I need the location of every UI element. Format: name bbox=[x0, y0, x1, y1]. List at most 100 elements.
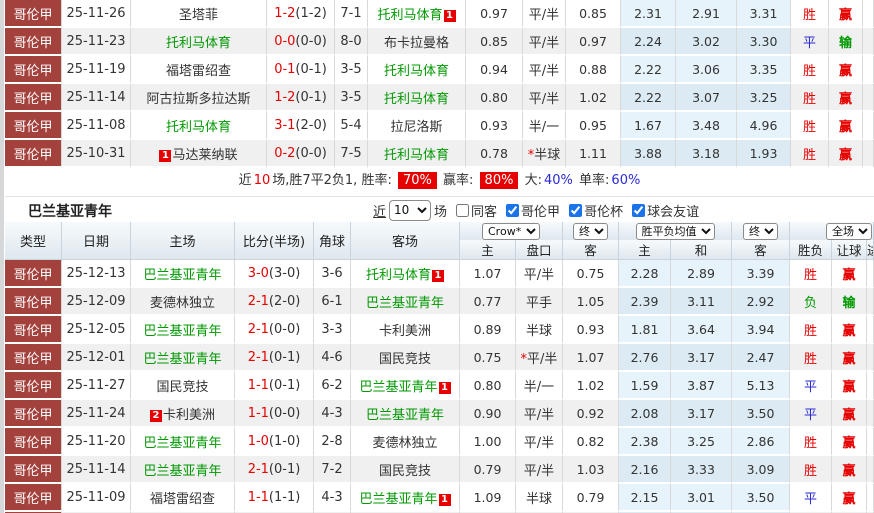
handicap-text: 半球 bbox=[525, 323, 552, 339]
away-team-cell: 巴兰基亚青年 1 bbox=[351, 484, 460, 512]
match-row: 哥伦甲 25-11-19 福塔雷绍查 0-1(0-1) 3-5 托利马体育 0.94 平/半 0… bbox=[5, 56, 874, 84]
score-cell: 2-1(0-1) bbox=[235, 456, 314, 484]
team-name: 国民竞技 bbox=[156, 379, 209, 395]
handicap-text: 平/半 bbox=[527, 351, 558, 367]
handicap-text: 平/半 bbox=[523, 463, 555, 479]
asia-handicap: 半/一 bbox=[523, 112, 566, 140]
filter-league-checkbox[interactable] bbox=[506, 203, 520, 217]
euro-home-odds: 2.76 bbox=[619, 344, 671, 372]
handicap-text: 半球 bbox=[534, 147, 561, 163]
match-row: 哥伦甲 25-11-14 阿古拉斯多拉达斯 1-2(0-1) 3-5 托利马体育 0.80 平… bbox=[5, 84, 874, 112]
away-team-cell: 托利马体育 bbox=[368, 140, 466, 168]
result-cell: 胜 bbox=[791, 140, 829, 168]
match-row: 哥伦甲 25-11-20 巴兰基亚青年 1-0(1-0) 2-8 麦德林独立 1.00 平/半… bbox=[5, 428, 874, 456]
asia-away-odds: 1.05 bbox=[563, 288, 619, 316]
league-cell: 哥伦甲 bbox=[5, 0, 62, 28]
asia-away-odds: 1.02 bbox=[563, 372, 619, 400]
filter-cup-checkbox[interactable] bbox=[569, 203, 583, 217]
score-cell: 1-2(0-1) bbox=[267, 84, 335, 112]
team-name: 福塔雷绍查 bbox=[165, 63, 231, 79]
spacer-cell bbox=[867, 316, 874, 344]
result-text: 平 bbox=[802, 35, 816, 51]
handicap-result-cell: 赢 bbox=[829, 84, 863, 112]
euro-home-odds: 1.59 bbox=[619, 372, 671, 400]
date-cell: 25-12-05 bbox=[62, 316, 131, 344]
euro-draw-odds: 3.02 bbox=[676, 28, 737, 56]
halftime-score: (0-1) bbox=[268, 349, 301, 365]
score-cell: 1-2(1-2) bbox=[267, 0, 335, 28]
asia-home-odds: 1.00 bbox=[460, 428, 516, 456]
same-away-checkbox[interactable] bbox=[456, 203, 470, 217]
euro-home-odds: 2.16 bbox=[619, 456, 671, 484]
halftime-score: (0-0) bbox=[295, 145, 327, 161]
team1-history-table: 哥伦甲 25-11-26 圣塔菲 1-2(1-2) 7-1 托利马体育 1 0.97 平/半 0.… bbox=[5, 0, 874, 168]
handicap-text: 平/半 bbox=[523, 435, 555, 451]
handicap-star: * bbox=[527, 147, 535, 163]
fulltime-score: 1-2 bbox=[274, 89, 296, 105]
euro-away-odds: 3.35 bbox=[737, 56, 791, 84]
recent-games-link[interactable]: 近 bbox=[373, 204, 387, 220]
halftime-score: (0-0) bbox=[295, 33, 327, 49]
handicap-text: 平/半 bbox=[523, 267, 555, 283]
euro-type-select[interactable]: 胜平负均值 bbox=[635, 222, 715, 240]
result-text: 平 bbox=[803, 379, 817, 395]
team-name: 麦德林独立 bbox=[372, 435, 438, 451]
score-cell: 2-1(2-0) bbox=[235, 288, 314, 316]
result-text: 胜 bbox=[802, 91, 816, 107]
result-cell: 胜 bbox=[790, 316, 832, 344]
euro-final-select[interactable]: 终 bbox=[743, 222, 778, 240]
result-cell: 平 bbox=[790, 372, 832, 400]
filter-friendly-checkbox[interactable] bbox=[632, 203, 646, 217]
score-cell: 3-0(3-0) bbox=[235, 260, 314, 288]
spacer-cell bbox=[867, 484, 874, 512]
halftime-score: (0-1) bbox=[268, 461, 301, 477]
result-text: 胜 bbox=[803, 323, 817, 339]
result-cell: 平 bbox=[790, 400, 832, 428]
handicap-text: 半/一 bbox=[523, 379, 555, 395]
away-team-cell: 布卡拉曼格 bbox=[368, 28, 466, 56]
team-name: 圣塔菲 bbox=[178, 7, 218, 23]
subheader-euro-away: 客 bbox=[732, 240, 790, 260]
scope-select[interactable]: 全场 bbox=[826, 222, 872, 240]
home-team-cell: 托利马体育 bbox=[131, 112, 267, 140]
euro-home-odds: 2.22 bbox=[621, 56, 676, 84]
halftime-score: (1-0) bbox=[268, 433, 301, 449]
league-cell: 哥伦甲 bbox=[5, 456, 62, 484]
euro-draw-odds: 3.33 bbox=[671, 456, 732, 484]
date-cell: 25-10-31 bbox=[62, 140, 131, 168]
asia-final-select[interactable]: 终 bbox=[573, 222, 608, 240]
fulltime-score: 0-1 bbox=[274, 61, 296, 77]
date-cell: 25-11-09 bbox=[62, 484, 131, 512]
asia-away-odds: 0.85 bbox=[566, 0, 621, 28]
scope-cell: 全场 bbox=[790, 222, 874, 240]
match-row: 哥伦甲 25-10-31 1 马达莱纳联 0-2(0-0) 7-5 托利马体育 0.78 *半球… bbox=[5, 140, 874, 168]
home-team-cell: 巴兰基亚青年 bbox=[131, 344, 235, 372]
recent-games-select[interactable]: 10 bbox=[389, 199, 432, 221]
handicap-result-text: 赢 bbox=[842, 351, 856, 367]
halftime-score: (0-0) bbox=[268, 321, 301, 337]
corner-cell: 6-2 bbox=[314, 372, 351, 400]
result-text: 胜 bbox=[802, 7, 816, 23]
away-team-cell: 巴兰基亚青年 1 bbox=[351, 372, 460, 400]
euro-draw-odds: 3.06 bbox=[676, 56, 737, 84]
odds-company-select[interactable]: Crow* bbox=[482, 222, 540, 240]
spacer-cell bbox=[867, 456, 874, 484]
result-cell: 胜 bbox=[790, 344, 832, 372]
asia-away-odds: 0.97 bbox=[566, 28, 621, 56]
asia-away-odds: 1.03 bbox=[563, 456, 619, 484]
handicap-result-cell: 赢 bbox=[832, 400, 867, 428]
team-name: 巴兰基亚青年 bbox=[143, 323, 222, 339]
result-cell: 胜 bbox=[791, 112, 829, 140]
match-row: 哥伦甲 25-11-27 国民竞技 1-1(0-1) 6-2 巴兰基亚青年 1 0.80 半/一… bbox=[5, 372, 874, 400]
euro-home-odds: 2.08 bbox=[619, 400, 671, 428]
corner-cell: 7-5 bbox=[335, 140, 368, 168]
summary-single-label: 单率: bbox=[579, 173, 610, 188]
subheader-euro-draw: 和 bbox=[671, 240, 732, 260]
team-name: 巴兰基亚青年 bbox=[359, 379, 438, 395]
asia-home-odds: 0.80 bbox=[466, 84, 523, 112]
home-team-cell: 托利马体育 bbox=[131, 28, 267, 56]
result-cell: 胜 bbox=[790, 428, 832, 456]
away-team-cell: 国民竞技 bbox=[351, 344, 460, 372]
asia-handicap: 平/半 bbox=[523, 84, 566, 112]
